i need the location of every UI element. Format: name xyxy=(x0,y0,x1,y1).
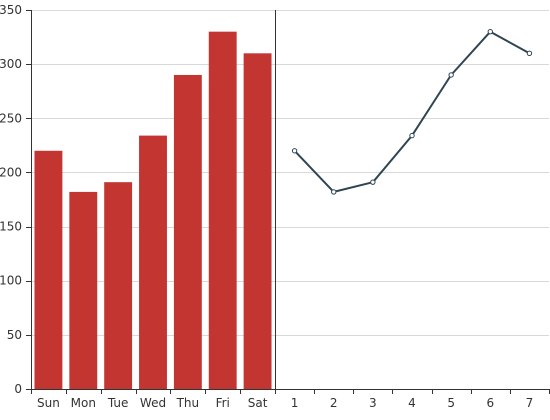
bar xyxy=(173,74,202,389)
bar xyxy=(34,150,63,389)
line-point xyxy=(448,72,454,78)
x-tick-label: Thu xyxy=(176,396,200,410)
bar xyxy=(139,135,167,389)
line-point xyxy=(331,189,337,195)
x-tick-label: 2 xyxy=(330,396,338,410)
y-tick-label: 50 xyxy=(7,328,22,342)
bar-series xyxy=(34,31,272,390)
y-tick-label: 350 xyxy=(0,3,22,17)
y-tick-label: 300 xyxy=(0,57,22,71)
x-tick-label: 3 xyxy=(369,396,377,410)
line-series xyxy=(291,28,533,195)
y-tick-label: 150 xyxy=(0,220,22,234)
axis-layer xyxy=(26,10,550,394)
x-tick-label: 1 xyxy=(291,396,299,410)
line-point xyxy=(291,148,298,154)
x-tick-label: 6 xyxy=(486,396,494,410)
bar xyxy=(243,53,272,390)
line-point xyxy=(370,179,376,185)
y-tick-label: 0 xyxy=(14,382,22,396)
series-line xyxy=(293,30,530,193)
tick-label-layer: 0 50 100 150 200 250 300 350 Sun Mon Tue Wed Thu Fri S… xyxy=(0,3,533,410)
x-tick-label: 5 xyxy=(447,396,455,410)
x-tick-label: Mon xyxy=(71,396,96,410)
bar xyxy=(104,182,133,389)
x-tick-label: Sat xyxy=(248,396,268,410)
y-tick-label: 200 xyxy=(0,165,22,179)
x-tick-label: Fri xyxy=(216,396,230,410)
line-point xyxy=(487,28,493,35)
line-point xyxy=(526,50,533,57)
bar xyxy=(208,31,237,390)
x-tick-label: 4 xyxy=(408,396,416,410)
y-tick-label: 250 xyxy=(0,111,22,125)
y-tick-label: 100 xyxy=(0,274,22,288)
x-tick-label: 7 xyxy=(526,396,534,410)
x-tick-label: Wed xyxy=(140,396,166,410)
x-tick-label: Tue xyxy=(107,396,129,410)
line-point xyxy=(409,132,415,139)
x-tick-label: Sun xyxy=(37,396,60,410)
bar xyxy=(69,191,98,389)
